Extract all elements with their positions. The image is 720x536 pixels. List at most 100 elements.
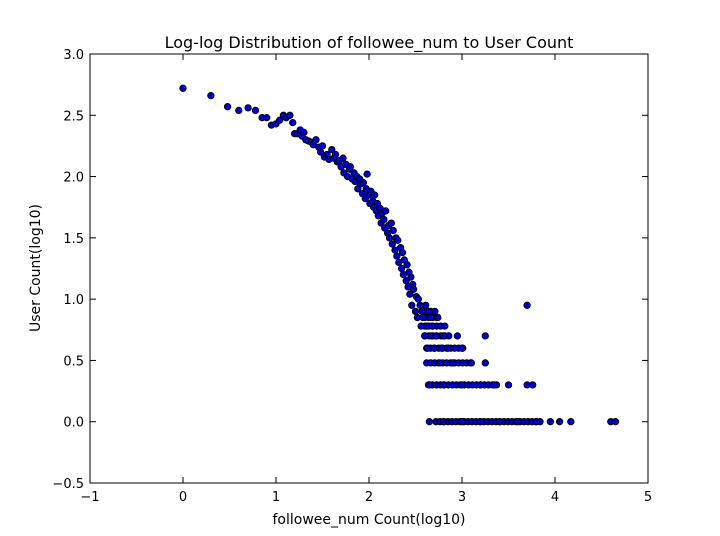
y-tick-label: 2.0 <box>63 171 84 186</box>
data-point-171 <box>398 248 407 257</box>
data-point-227 <box>532 418 541 426</box>
data-point-139 <box>359 179 368 187</box>
data-point-215 <box>458 381 466 389</box>
data-point-130 <box>346 163 355 171</box>
data-point-183 <box>411 307 420 316</box>
data-point-202 <box>436 359 444 367</box>
y-axis: −0.5 0.0 0.5 1.0 1.5 2.0 2.5 3.0 <box>52 48 648 492</box>
data-point-230 <box>567 418 575 426</box>
data-point-167 <box>394 236 402 244</box>
data-point-90 <box>223 103 232 111</box>
data-point-175 <box>403 261 411 269</box>
data-point-201 <box>434 313 442 322</box>
data-point-213 <box>425 381 434 389</box>
data-point-212 <box>523 301 531 309</box>
data-point-199 <box>430 344 438 352</box>
data-point-101 <box>286 111 294 119</box>
y-tick-label: 0.5 <box>63 354 84 369</box>
data-point-107 <box>300 128 308 137</box>
data-point-179 <box>407 273 415 281</box>
data-point-221 <box>425 418 434 426</box>
data-points <box>179 84 620 426</box>
data-point-228 <box>546 418 555 426</box>
data-point-207 <box>453 332 462 340</box>
y-tick-label: 1.0 <box>63 293 84 308</box>
data-point-72 <box>441 322 449 330</box>
data-point-214 <box>439 381 448 389</box>
data-point-194 <box>423 344 432 352</box>
data-point-186 <box>414 295 422 303</box>
y-tick-label: 3.0 <box>63 48 84 63</box>
y-axis-label: User Count(log10) <box>28 204 44 332</box>
data-point-160 <box>385 234 394 242</box>
data-point-155 <box>380 215 388 224</box>
data-point-217 <box>490 381 499 389</box>
data-point-95 <box>263 114 271 122</box>
data-point-102 <box>289 118 297 127</box>
data-point-190 <box>419 313 427 322</box>
x-tick-label: 2 <box>365 490 373 505</box>
x-axis-label: followee_num Count(log10) <box>272 512 465 528</box>
data-point-229 <box>555 418 564 426</box>
x-tick-label: 5 <box>644 490 652 505</box>
data-point-89 <box>207 92 215 100</box>
data-point-180 <box>408 301 416 309</box>
data-point-98 <box>276 116 284 124</box>
data-point-220 <box>529 381 537 389</box>
data-point-224 <box>476 418 485 426</box>
x-tick-label: 0 <box>179 490 187 505</box>
data-point-189 <box>418 307 426 316</box>
data-point-232 <box>611 418 620 426</box>
data-point-206 <box>449 359 457 367</box>
data-point-209 <box>467 359 475 367</box>
data-point-210 <box>481 332 489 340</box>
y-tick-label: 2.5 <box>63 109 84 124</box>
data-point-196 <box>426 313 435 322</box>
data-point-163 <box>389 226 397 235</box>
x-axis: −1 0 1 2 3 4 5 <box>80 54 652 505</box>
x-tick-label: 1 <box>272 490 280 505</box>
data-point-162 <box>388 240 396 248</box>
data-point-119 <box>328 145 336 154</box>
data-point-87 <box>431 307 439 316</box>
data-point-223 <box>458 418 466 426</box>
data-point-178 <box>406 290 414 298</box>
data-point-161 <box>387 219 395 227</box>
data-point-191 <box>421 332 429 340</box>
data-point-92 <box>244 104 252 112</box>
data-point-91 <box>235 106 243 115</box>
data-point-93 <box>251 106 260 115</box>
data-point-216 <box>476 381 485 389</box>
plot-frame <box>89 53 649 484</box>
data-point-195 <box>424 307 433 316</box>
data-point-225 <box>495 418 503 426</box>
data-point-222 <box>439 418 448 426</box>
x-tick-label: −1 <box>80 490 99 505</box>
data-point-125 <box>339 154 347 162</box>
data-point-115 <box>318 142 327 150</box>
data-point-218 <box>504 381 513 389</box>
x-tick-label: 4 <box>551 490 559 505</box>
data-point-226 <box>514 418 522 426</box>
data-point-205 <box>444 344 452 352</box>
data-point-208 <box>458 344 466 352</box>
x-tick-label: 3 <box>458 490 466 505</box>
data-point-192 <box>422 301 430 309</box>
data-point-182 <box>409 285 418 293</box>
chart-title: Log-log Distribution of followee_num to … <box>165 33 574 53</box>
data-point-112 <box>312 136 320 144</box>
data-point-203 <box>437 344 446 352</box>
data-point-198 <box>428 322 436 330</box>
data-point-211 <box>481 359 489 367</box>
data-point-88 <box>179 84 187 92</box>
y-tick-label: −0.5 <box>52 477 84 492</box>
data-point-157 <box>382 207 390 215</box>
data-point-142 <box>363 170 371 178</box>
y-tick-label: 0.0 <box>63 416 84 431</box>
data-point-200 <box>432 332 440 340</box>
data-point-148 <box>370 191 379 199</box>
y-tick-label: 1.5 <box>63 232 84 247</box>
data-point-121 <box>331 150 340 159</box>
data-point-204 <box>439 332 448 340</box>
